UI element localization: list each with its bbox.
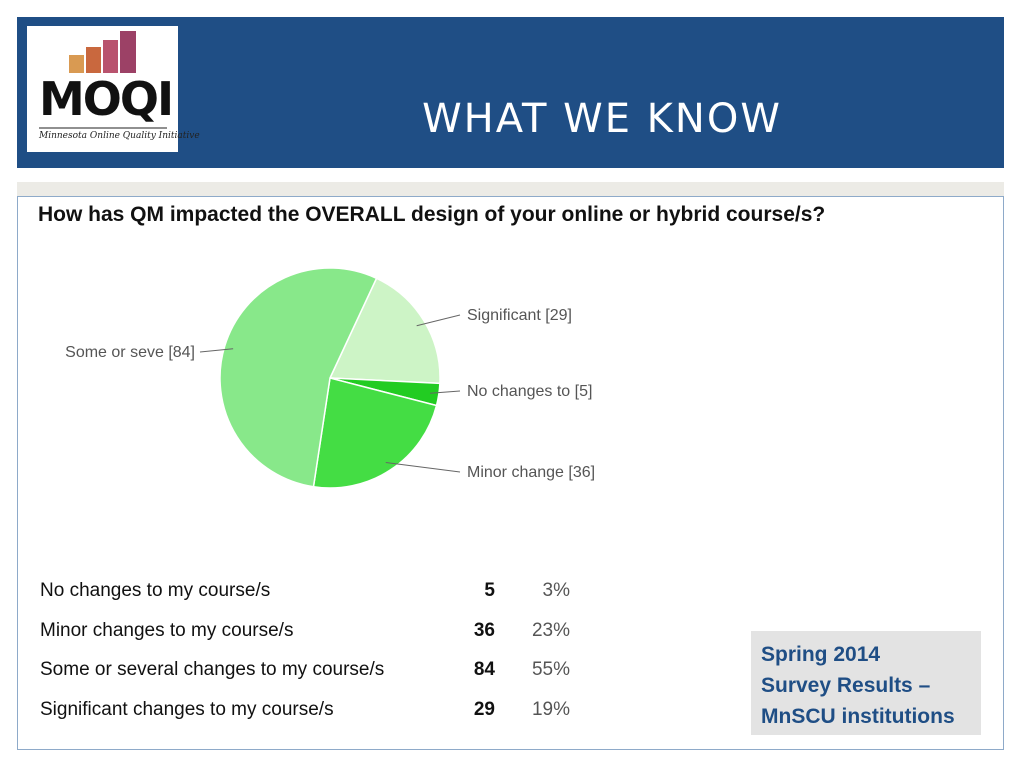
pie-leader-line — [416, 314, 461, 327]
pie-leader-line — [199, 348, 234, 353]
table-row-count: 29 — [473, 699, 495, 720]
table-row: Significant changes to my course/s 29 19% — [40, 699, 580, 729]
chart-title: How has QM impacted the OVERALL design o… — [38, 203, 826, 226]
pie-slice-label: Significant [29] — [467, 307, 572, 324]
logo-bar — [120, 31, 136, 73]
pie-slice-label: Minor change [36] — [467, 464, 595, 481]
table-row-count: 5 — [484, 580, 495, 601]
table-row-count: 84 — [473, 659, 495, 680]
logo-bars-icon — [39, 31, 167, 129]
logo-wordmark: MOQI — [39, 72, 174, 126]
pie-leader-line — [430, 390, 461, 394]
pie-slice — [328, 277, 441, 385]
survey-note-line: Survey Results – — [761, 674, 931, 697]
header-divider — [17, 182, 1004, 196]
table-row-percent: 3% — [542, 580, 570, 601]
survey-note-line: Spring 2014 — [761, 643, 881, 666]
pie-slice — [312, 377, 438, 489]
logo-bar — [103, 40, 118, 73]
table-row-percent: 19% — [531, 699, 570, 720]
table-row: No changes to my course/s 5 3% — [40, 580, 580, 610]
table-row: Minor changes to my course/s 36 23% — [40, 620, 580, 650]
table-row-label: Minor changes to my course/s — [40, 620, 294, 641]
survey-note-line: MnSCU institutions — [761, 705, 955, 728]
table-row: Some or several changes to my course/s 84… — [40, 659, 580, 689]
logo-bar — [86, 47, 101, 73]
slide-title: WHAT WE KNOW — [422, 96, 782, 142]
moqi-logo: MOQI Minnesota Online Quality Initiative — [27, 26, 200, 152]
pie-chart: Significant [29] No changes to [5] Minor c… — [65, 267, 595, 489]
table-row-label: Some or several changes to my course/s — [40, 659, 385, 680]
table-row-percent: 55% — [531, 659, 570, 680]
logo-bar — [69, 55, 84, 73]
table-row-label: No changes to my course/s — [40, 580, 271, 601]
logo-tagline: Minnesota Online Quality Initiative — [39, 131, 200, 141]
table-row-percent: 23% — [531, 620, 570, 641]
table-row-count: 36 — [473, 620, 495, 641]
pie-slice-label: No changes to [5] — [467, 383, 592, 400]
pie-slice-label: Some or seve [84] — [65, 344, 195, 361]
table-row-label: Significant changes to my course/s — [40, 699, 334, 720]
pie-leader-line — [385, 461, 461, 473]
pie-slice — [219, 267, 378, 488]
slide-header: MOQI Minnesota Online Quality Initiative… — [17, 17, 1004, 168]
survey-note: Spring 2014 Survey Results – MnSCU insti… — [751, 631, 981, 735]
